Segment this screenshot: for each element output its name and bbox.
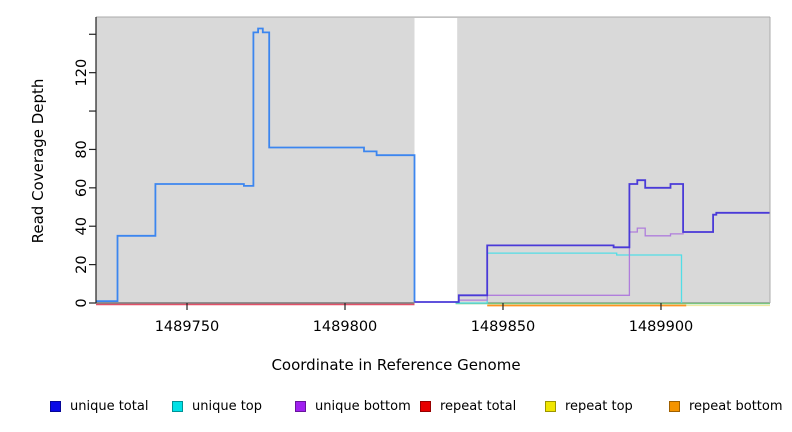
y-axis-title: Read Coverage Depth — [29, 78, 47, 244]
legend-label: unique total — [70, 398, 149, 414]
y-tick-label: 60 — [74, 179, 90, 197]
legend-swatch-icon — [545, 400, 556, 412]
legend-label: repeat bottom — [689, 398, 783, 414]
y-tick-label: 80 — [74, 140, 90, 158]
legend-item-repeat-total: repeat total — [420, 396, 516, 416]
series-unique-top — [455, 252, 683, 304]
legend-swatch-icon — [172, 400, 183, 412]
legend-label: unique top — [192, 398, 263, 414]
x-tick-label: 1489750 — [155, 319, 220, 335]
series-unique-total — [96, 27, 416, 302]
masked-region — [414, 18, 458, 304]
x-axis-title: Coordinate in Reference Genome — [271, 356, 521, 374]
legend-item-unique-top: unique top — [172, 396, 262, 416]
legend-item-unique-bottom: unique bottom — [295, 396, 411, 416]
legend-item-repeat-bottom: repeat bottom — [669, 396, 783, 416]
legend: unique total unique top unique bottom repea… — [0, 396, 792, 418]
series-unique-total — [414, 179, 770, 303]
legend-swatch-icon — [50, 400, 61, 412]
y-tick-label: 0 — [74, 298, 90, 307]
plot-canvas: 1489750 1489800 1489850 1489900 0 20 40 60 80 120 — [74, 16, 771, 335]
legend-swatch-icon — [669, 400, 680, 412]
legend-label: repeat top — [565, 398, 633, 414]
y-tick-label: 120 — [74, 59, 90, 87]
legend-item-unique-total: unique total — [50, 396, 148, 416]
legend-label: unique bottom — [315, 398, 411, 414]
legend-swatch-icon — [420, 400, 431, 412]
x-tick-label: 1489900 — [629, 319, 694, 335]
legend-swatch-icon — [295, 400, 306, 412]
y-tick-label: 40 — [74, 217, 90, 235]
legend-item-repeat-top: repeat top — [545, 396, 633, 416]
legend-label: repeat total — [440, 398, 517, 414]
y-tick-label: 20 — [74, 255, 90, 273]
x-tick-label: 1489800 — [313, 319, 378, 335]
x-tick-label: 1489850 — [471, 319, 536, 335]
